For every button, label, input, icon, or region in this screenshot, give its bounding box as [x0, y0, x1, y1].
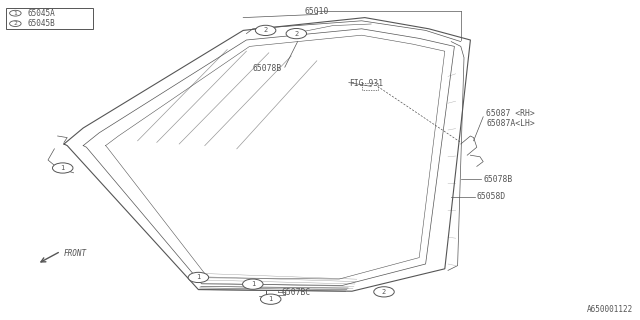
- Text: 6507BC: 6507BC: [282, 288, 311, 297]
- Text: 1: 1: [61, 165, 65, 171]
- Text: 1: 1: [196, 275, 200, 280]
- Text: FRONT: FRONT: [64, 249, 87, 258]
- Circle shape: [286, 28, 307, 39]
- Text: 1: 1: [269, 296, 273, 302]
- Text: 65045A: 65045A: [28, 9, 55, 18]
- Circle shape: [255, 25, 276, 36]
- Circle shape: [260, 294, 281, 304]
- Text: 2: 2: [264, 28, 268, 33]
- Text: 65078B: 65078B: [253, 64, 282, 73]
- Text: 65087A<LH>: 65087A<LH>: [486, 119, 535, 128]
- Text: FIG.931: FIG.931: [349, 79, 383, 88]
- Bar: [6, 8, 93, 29]
- Circle shape: [10, 10, 21, 16]
- Text: 2: 2: [382, 289, 386, 295]
- Text: A650001122: A650001122: [588, 305, 634, 314]
- Text: 65010: 65010: [305, 7, 329, 16]
- Text: 2: 2: [13, 21, 17, 26]
- Circle shape: [188, 272, 209, 283]
- Circle shape: [10, 21, 21, 27]
- Text: 65078B: 65078B: [483, 175, 513, 184]
- Text: 1: 1: [13, 11, 17, 16]
- Text: 65058D: 65058D: [477, 192, 506, 201]
- Text: 65045B: 65045B: [28, 19, 55, 28]
- Circle shape: [243, 279, 263, 289]
- Text: 65087 <RH>: 65087 <RH>: [486, 109, 535, 118]
- Text: 1: 1: [251, 281, 255, 287]
- Circle shape: [52, 163, 73, 173]
- Text: 2: 2: [294, 31, 298, 36]
- Circle shape: [374, 287, 394, 297]
